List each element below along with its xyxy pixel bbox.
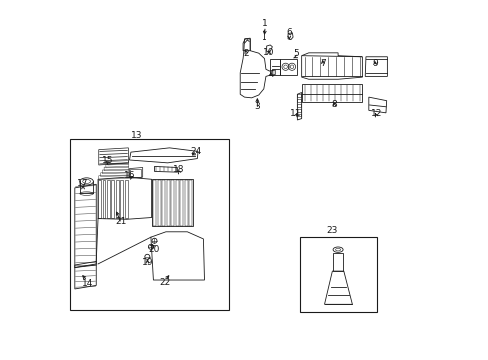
Bar: [70, 139, 229, 310]
Text: 2: 2: [243, 49, 248, 58]
Text: 4: 4: [267, 70, 273, 79]
Bar: [297, 113, 300, 116]
Text: 17: 17: [77, 179, 89, 188]
Text: 22: 22: [159, 278, 170, 287]
Text: 13: 13: [130, 131, 142, 140]
Bar: [130, 169, 141, 177]
Text: 7: 7: [320, 59, 325, 68]
Bar: [297, 104, 300, 107]
Bar: [297, 99, 300, 102]
Text: 19: 19: [142, 258, 153, 267]
Text: 12: 12: [370, 109, 382, 118]
Text: 8: 8: [331, 100, 337, 109]
Text: 15: 15: [102, 156, 114, 165]
Text: 1: 1: [262, 19, 267, 28]
Bar: [299, 237, 376, 312]
Text: 23: 23: [326, 226, 337, 235]
Text: 3: 3: [254, 102, 260, 111]
Text: 10: 10: [263, 48, 274, 57]
Text: 6: 6: [285, 28, 291, 37]
Text: 24: 24: [189, 147, 201, 156]
Text: 16: 16: [123, 171, 135, 180]
Bar: [297, 109, 300, 112]
Text: 14: 14: [81, 279, 93, 288]
Text: 18: 18: [172, 165, 184, 174]
Text: 9: 9: [371, 59, 377, 68]
Text: 11: 11: [289, 109, 301, 118]
Text: 5: 5: [293, 49, 299, 58]
Bar: [297, 94, 300, 97]
Text: 20: 20: [148, 245, 160, 254]
Text: 21: 21: [115, 217, 127, 226]
